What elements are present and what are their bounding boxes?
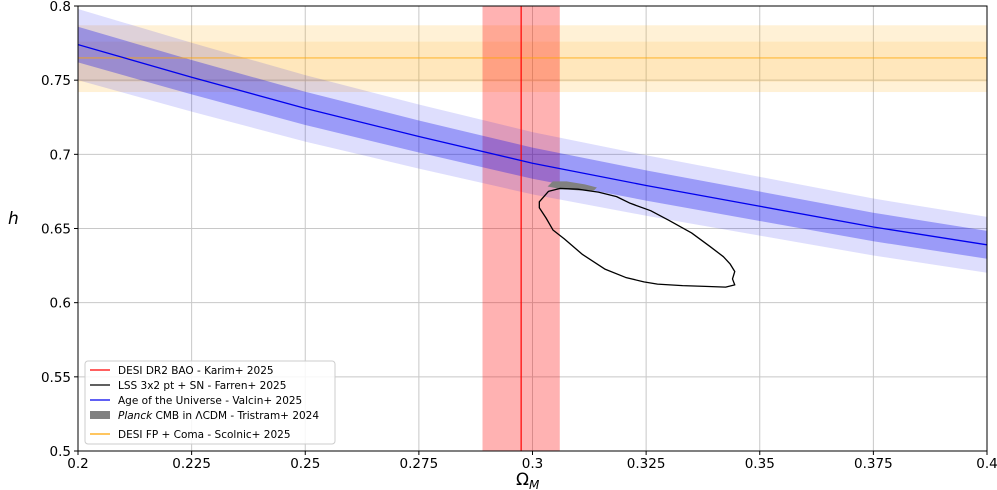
legend-box — [84, 360, 336, 445]
x-axis-title: ΩM — [516, 470, 540, 490]
y-tick-label-0: 0.5 — [50, 444, 71, 460]
y-tick-label-4: 0.7 — [50, 147, 71, 163]
legend-entry-desi-fp: DESI FP + Coma - Scolnic+ 2025 — [90, 429, 291, 441]
x-axis-title-sub: M — [529, 478, 540, 490]
desi-fp-band-2sigma — [78, 25, 987, 93]
x-tick-label-4: 0.3 — [522, 456, 543, 472]
x-tick-label-2: 0.25 — [290, 456, 320, 472]
x-tick-label-0: 0.2 — [67, 456, 88, 472]
legend-label-planck: Planck CMB in ΛCDM - Tristram+ 2024 — [118, 410, 319, 422]
legend-swatch-planck — [90, 411, 110, 419]
x-tick-label-6: 0.35 — [745, 456, 775, 472]
y-axis-label: h — [8, 209, 19, 229]
legend-entry-age: Age of the Universe - Valcin+ 2025 — [90, 395, 302, 407]
desi-fp-band-1sigma — [78, 41, 987, 82]
age-line — [78, 43, 987, 246]
y-tick-label-3: 0.65 — [41, 222, 71, 238]
x-tick-label-8: 0.4 — [976, 456, 997, 472]
legend: DESI DR2 BAO - Karim+ 2025 LSS 3x2 pt + … — [84, 360, 336, 445]
plot-content — [78, 6, 987, 451]
y-axis-title: h — [8, 209, 19, 229]
y-tick-label-2: 0.6 — [50, 296, 71, 312]
legend-entry-lss: LSS 3x2 pt + SN - Farren+ 2025 — [90, 380, 286, 392]
x-tick-label-5: 0.325 — [627, 456, 666, 472]
y-tick-label-1: 0.55 — [41, 370, 71, 386]
y-tick-label-6: 0.8 — [50, 0, 71, 15]
x-tick-label-3: 0.275 — [400, 456, 439, 472]
plot-area: 0.2 0.225 0.25 0.275 0.3 0.325 0.35 0.375 0.4 0.5… — [41, 0, 997, 472]
legend-label-lss: LSS 3x2 pt + SN - Farren+ 2025 — [118, 380, 286, 392]
legend-label-desi-bao: DESI DR2 BAO - Karim+ 2025 — [118, 365, 274, 377]
x-axis-title-main: Ω — [516, 470, 529, 490]
legend-label-planck-italic: Planck — [118, 410, 153, 422]
legend-entry-planck: Planck CMB in ΛCDM - Tristram+ 2024 — [90, 410, 319, 422]
lss-contour — [538, 187, 736, 288]
legend-entry-desi-bao: DESI DR2 BAO - Karim+ 2025 — [90, 365, 274, 377]
x-tick-label-1: 0.225 — [172, 456, 211, 472]
age-band-1sigma — [78, 26, 987, 259]
x-axis-label: ΩM — [516, 470, 540, 490]
x-tick-label-7: 0.375 — [854, 456, 893, 472]
legend-label-desi-fp: DESI FP + Coma - Scolnic+ 2025 — [118, 429, 291, 441]
legend-label-planck-rest: CMB in ΛCDM - Tristram+ 2024 — [152, 410, 319, 422]
y-tick-label-5: 0.75 — [41, 73, 71, 89]
x-axis-ticks: 0.2 0.225 0.25 0.275 0.3 0.325 0.35 0.375 0.4 — [67, 451, 997, 472]
legend-label-age: Age of the Universe - Valcin+ 2025 — [118, 395, 302, 407]
y-axis-ticks: 0.5 0.55 0.6 0.65 0.7 0.75 0.8 — [41, 0, 78, 460]
